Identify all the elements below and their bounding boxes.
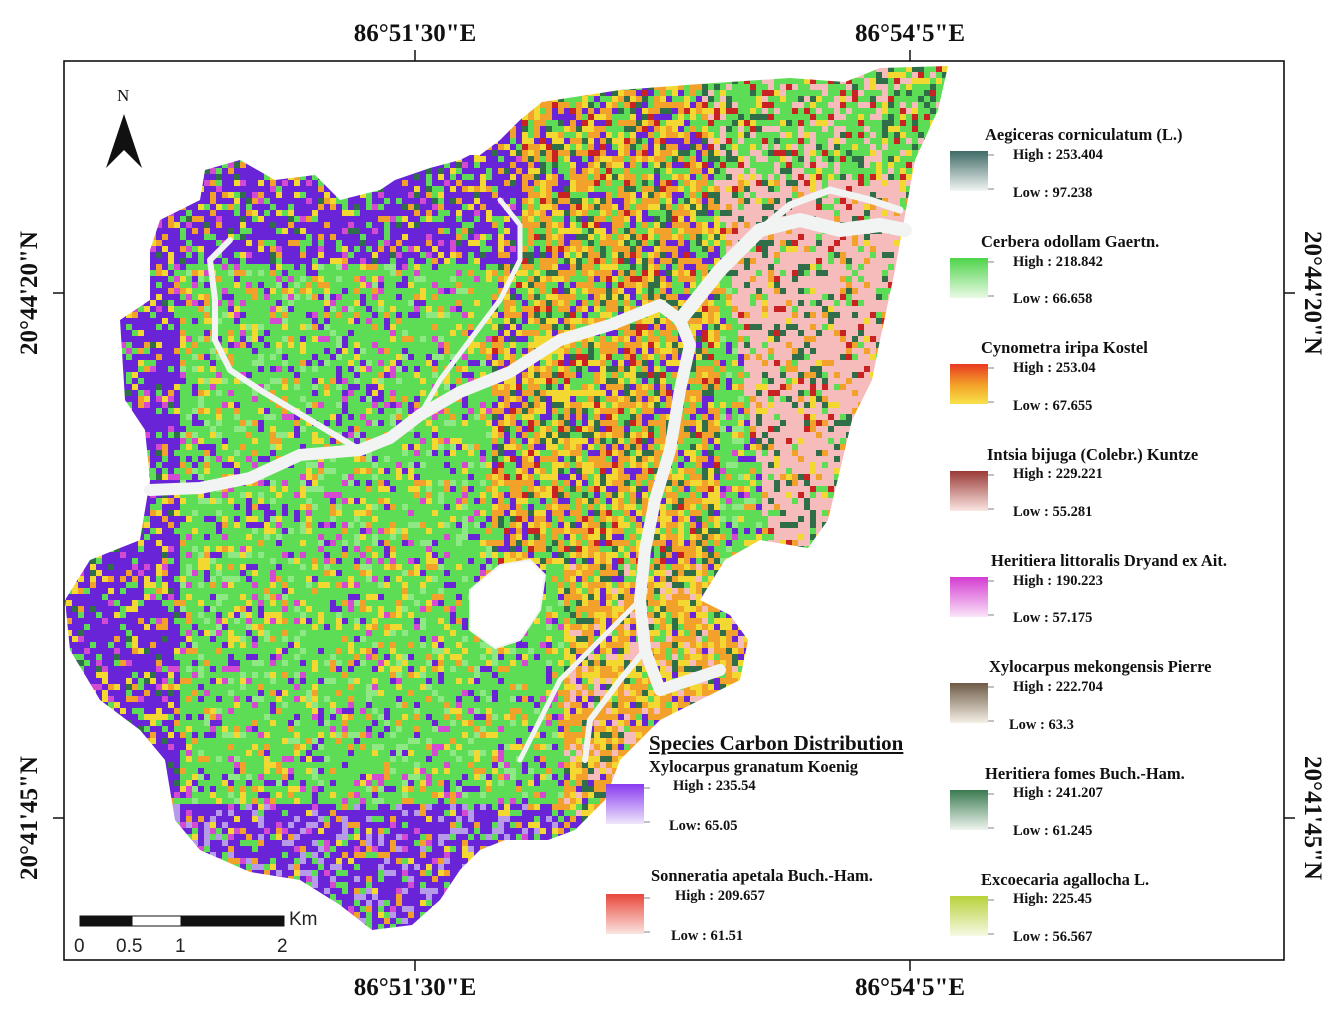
scale-unit: Km xyxy=(289,909,318,931)
legend-low-value: Low : 61.51 xyxy=(671,928,743,945)
river-channels xyxy=(144,186,912,763)
legend-swatch xyxy=(950,896,988,936)
legend-low-value: Low : 67.655 xyxy=(1013,398,1092,415)
legend-swatch xyxy=(950,151,988,191)
southeast-creek xyxy=(582,647,648,763)
legend-high-value: High : 253.04 xyxy=(1013,360,1096,377)
legend-high-value: High : 229.221 xyxy=(1013,466,1103,483)
inner-lake xyxy=(469,559,546,649)
legend-swatch xyxy=(950,577,988,617)
legend-swatch xyxy=(606,784,644,824)
legend-species-name: Intsia bijuga (Colebr.) Kuntze xyxy=(987,445,1198,465)
legend-low-value: Low : 56.567 xyxy=(1013,929,1092,946)
legend-swatch xyxy=(950,683,988,723)
legend-low-value: Low : 97.238 xyxy=(1013,185,1092,202)
legend-high-value: High : 235.54 xyxy=(673,778,756,795)
legend-species-name: Cynometra iripa Kostel xyxy=(981,338,1148,358)
legend-swatch xyxy=(950,258,988,298)
legend-swatches xyxy=(606,151,994,936)
legend-species-name: Excoecaria agallocha L. xyxy=(981,870,1149,890)
coord-top-right: 86°54'5"E xyxy=(855,20,965,48)
legend-low-value: Low: 65.05 xyxy=(669,818,737,835)
north-creek xyxy=(756,186,904,234)
scale-tick-1: 1 xyxy=(175,936,186,958)
legend-species-name: Sonneratia apetala Buch.-Ham. xyxy=(651,866,873,886)
legend-low-value: Low : 61.245 xyxy=(1013,823,1092,840)
coord-bottom-right: 86°54'5"E xyxy=(855,974,965,1002)
legend-high-value: High : 218.842 xyxy=(1013,254,1103,271)
legend-species-name: Xylocarpus mekongensis Pierre xyxy=(989,657,1211,677)
legend-species-name: Heritiera fomes Buch.-Ham. xyxy=(985,764,1185,784)
legend-low-value: Low : 66.658 xyxy=(1013,291,1092,308)
coord-bottom-left: 86°51'30"E xyxy=(354,974,477,1002)
legend-high-value: High : 190.223 xyxy=(1013,573,1103,590)
legend-high-value: High : 222.704 xyxy=(1013,679,1103,696)
northwest-creek xyxy=(417,197,523,418)
scale-tick-2: 2 xyxy=(277,936,288,958)
legend-high-value: High : 253.404 xyxy=(1013,147,1103,164)
west-creek xyxy=(207,237,363,453)
coord-right-top: 20°44'20"N xyxy=(1298,231,1326,355)
legend-swatch xyxy=(950,364,988,404)
scale-tick-0-5: 0.5 xyxy=(116,936,142,958)
legend-low-value: Low : 63.3 xyxy=(1009,717,1074,734)
coord-right-bottom: 20°41'45"N xyxy=(1298,756,1326,880)
legend-swatch xyxy=(950,471,988,511)
legend-high-value: High : 209.657 xyxy=(675,888,765,905)
legend-swatch xyxy=(950,790,988,830)
legend-high-value: High: 225.45 xyxy=(1013,891,1092,908)
upper-river xyxy=(673,213,912,327)
legend-species-name: Aegiceras corniculatum (L.) xyxy=(985,125,1183,145)
coord-left-top: 20°44'20"N xyxy=(16,231,44,355)
north-label: N xyxy=(117,86,129,106)
legend-low-value: Low : 57.175 xyxy=(1013,610,1092,627)
coord-top-left: 86°51'30"E xyxy=(354,20,477,48)
legend-species-name: Xylocarpus granatum Koenig xyxy=(649,757,858,777)
graticule-ticks xyxy=(53,50,1295,971)
south-creek xyxy=(517,597,643,763)
legend-species-name: Heritiera littoralis Dryand ex Ait. xyxy=(991,551,1227,571)
north-arrow-icon xyxy=(106,114,142,168)
main-river xyxy=(144,299,726,696)
scale-tick-0: 0 xyxy=(74,936,85,958)
coord-left-bottom: 20°41'45"N xyxy=(16,756,44,880)
scale-bar xyxy=(79,915,285,927)
legend-high-value: High : 241.207 xyxy=(1013,785,1103,802)
legend-low-value: Low : 55.281 xyxy=(1013,504,1092,521)
legend-title: Species Carbon Distribution xyxy=(649,731,903,756)
legend-species-name: Cerbera odollam Gaertn. xyxy=(981,232,1159,252)
legend-swatch xyxy=(606,894,644,934)
